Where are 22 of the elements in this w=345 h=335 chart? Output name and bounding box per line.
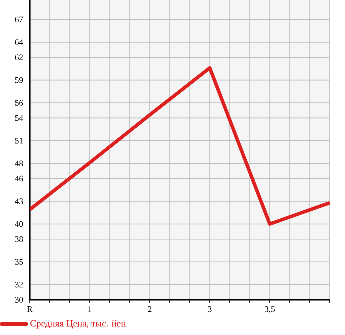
legend-label: Средняя Цена, тыс. йен (30, 320, 126, 329)
y-tick-label: 38 (15, 236, 24, 242)
y-tick-label: 62 (15, 54, 23, 60)
x-tick-label: 1 (88, 306, 92, 312)
y-tick-label: 35 (15, 259, 24, 265)
x-tick-label: 3,5 (265, 306, 275, 314)
y-tick-label: 43 (15, 198, 24, 204)
x-tick-label: 3 (208, 306, 212, 312)
y-tick-label: 54 (15, 115, 24, 122)
y-tick-label: 30 (15, 297, 24, 303)
y-tick-label: 46 (15, 176, 24, 182)
y-tick-label: 48 (15, 160, 24, 166)
y-tick-label: 67 (15, 16, 24, 23)
y-tick-label: 64 (15, 40, 24, 46)
y-tick-label: 59 (15, 77, 24, 84)
y-tick-label: 51 (15, 138, 23, 144)
line-series (30, 66, 330, 226)
x-tick-label: R (27, 306, 33, 312)
y-tick-label: 32 (15, 282, 23, 288)
x-tick-label: 2 (148, 306, 152, 312)
y-tick-label: 40 (15, 221, 24, 228)
y-tick-label: 56 (15, 100, 24, 106)
